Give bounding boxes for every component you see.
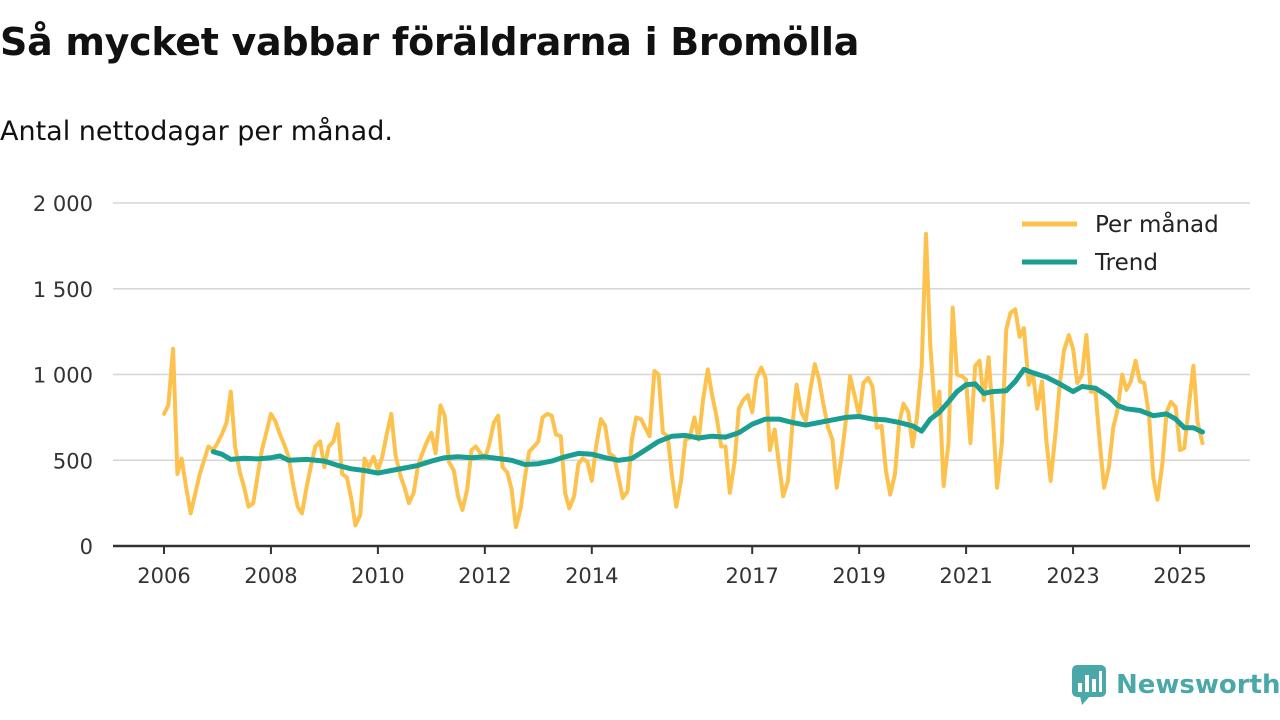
brand-name: Newsworthy <box>1116 670 1280 700</box>
x-tick-label-2017: 2017 <box>725 564 778 588</box>
chart-subtitle: Antal nettodagar per månad. <box>0 116 393 147</box>
newsworthy-logo-icon <box>1072 665 1106 705</box>
series-lines <box>162 231 1205 530</box>
y-tick-label-500: 500 <box>53 449 93 473</box>
brand-logo: Newsworthy <box>1072 665 1280 705</box>
chart-title: Så mycket vabbar föräldrarna i Bromölla <box>0 20 860 64</box>
x-tick-label-2019: 2019 <box>832 564 885 588</box>
grid-lines <box>113 202 1250 461</box>
x-tick-label-2014: 2014 <box>565 564 618 588</box>
x-tick-label-2025: 2025 <box>1153 564 1206 588</box>
y-tick-label-1500: 1 500 <box>33 278 93 302</box>
y-tick-label-1000: 1 000 <box>33 364 93 388</box>
x-tick-label-2012: 2012 <box>458 564 511 588</box>
x-tick-label-2010: 2010 <box>351 564 404 588</box>
x-tick-label-2021: 2021 <box>939 564 992 588</box>
x-axis: 2006 2008 2010 2012 2014 2017 2019 2021 2023 2025 <box>113 544 1250 588</box>
legend-label-1: Trend <box>1094 250 1158 276</box>
x-tick-label-2006: 2006 <box>137 564 190 588</box>
x-tick-label-2023: 2023 <box>1046 564 1099 588</box>
y-tick-label-0: 0 <box>80 535 93 559</box>
x-tick-label-2008: 2008 <box>244 564 297 588</box>
y-axis-tick-labels: 0 500 1 000 1 500 2 000 <box>33 192 93 559</box>
y-tick-label-2000: 2 000 <box>33 192 93 216</box>
line-chart: 0 500 1 000 1 500 2 000 2006 2008 2010 2012 2014… <box>33 192 1250 588</box>
legend-label-0: Per månad <box>1095 210 1219 238</box>
series-line-per-manad <box>162 231 1205 530</box>
series-line-trend <box>210 366 1205 476</box>
legend: Per månad Trend <box>1022 210 1219 276</box>
